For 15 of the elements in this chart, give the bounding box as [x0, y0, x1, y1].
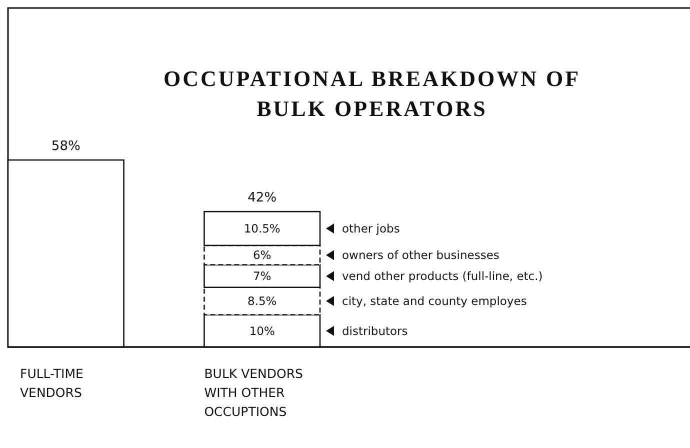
data-label: 58%	[51, 139, 80, 154]
data-label: 6%	[252, 248, 272, 262]
x-tick-label: BULK VENDORS WITH OTHER OCCUPTIONS	[204, 366, 304, 419]
data-label: 7%	[252, 269, 272, 284]
x-tick-label: FULL-TIME VENDORS	[20, 366, 84, 400]
total-label: 42%	[248, 190, 277, 206]
legend-label: vend other products (full-line, etc.)	[342, 269, 543, 284]
data-label: 8.5%	[248, 294, 277, 308]
legend-label: city, state and county employes	[342, 294, 527, 308]
legend-label: owners of other businesses	[342, 248, 500, 262]
data-label: 10%	[249, 324, 275, 338]
chart-title: OCCUPATIONAL BREAKDOWN OF BULK OPERATORS	[163, 66, 581, 121]
data-label: 10.5%	[244, 222, 280, 236]
legend-label: distributors	[342, 324, 408, 338]
legend-label: other jobs	[342, 222, 400, 236]
